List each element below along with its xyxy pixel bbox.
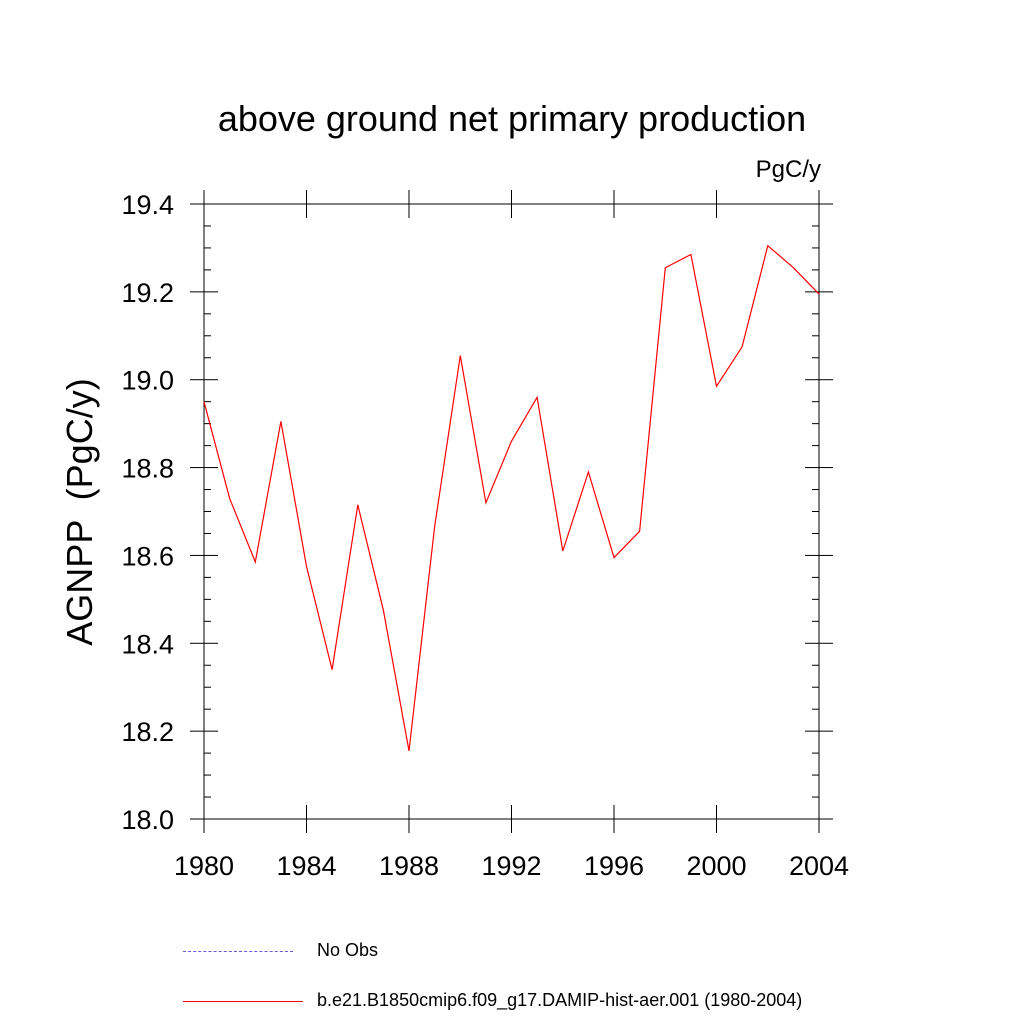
x-tick-label: 1984 [276, 851, 336, 881]
y-tick-label: 18.6 [121, 541, 174, 571]
x-tick-label: 1996 [584, 851, 644, 881]
y-tick-label: 19.4 [121, 190, 174, 220]
legend-swatch-solid [183, 1001, 303, 1002]
chart-title: above ground net primary production [217, 98, 807, 139]
x-tick-label: 1980 [174, 851, 234, 881]
y-tick-label: 19.2 [121, 278, 174, 308]
legend-swatch-dashed [183, 951, 293, 952]
x-tick-label: 2000 [686, 851, 746, 881]
y-tick-label: 18.8 [121, 454, 174, 484]
y-tick-label: 19.0 [121, 366, 174, 396]
y-tick-label: 18.2 [121, 717, 174, 747]
units-label: PgC/y [755, 156, 821, 183]
x-tick-label: 1988 [379, 851, 439, 881]
series-line [203, 244, 820, 752]
x-tick-label: 1992 [481, 851, 541, 881]
legend-label: b.e21.B1850cmip6.f09_g17.DAMIP-hist-aer.… [317, 990, 803, 1010]
legend-label: No Obs [317, 940, 379, 960]
y-tick-label: 18.0 [121, 805, 174, 835]
y-tick-label: 18.4 [121, 629, 174, 659]
x-tick-label: 2004 [789, 851, 849, 881]
